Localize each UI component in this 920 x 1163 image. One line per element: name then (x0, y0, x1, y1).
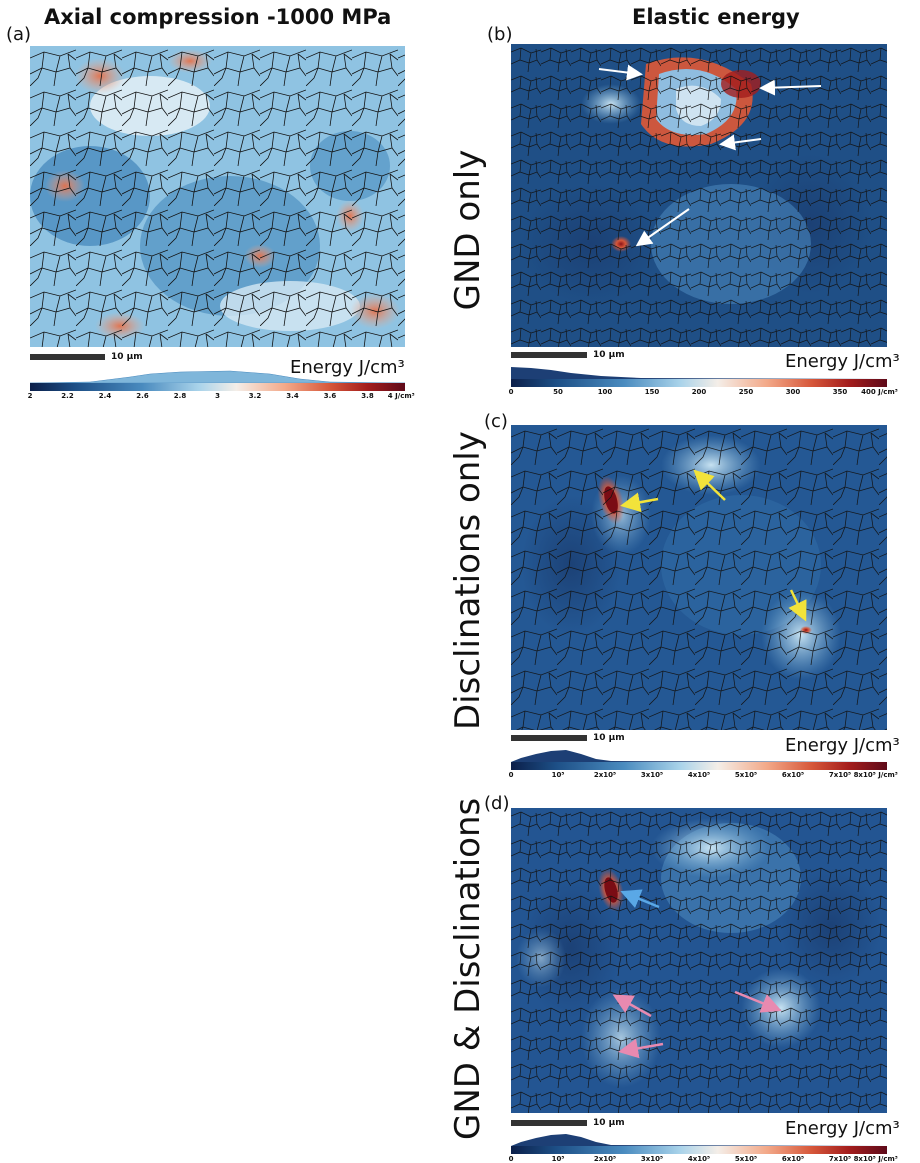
panel-d-scalebar (511, 1120, 587, 1126)
tick: 6x10⁵ (781, 1155, 805, 1163)
tick: 3 (215, 392, 220, 400)
tick: 3x10⁵ (640, 1155, 664, 1163)
panel-b-scalebar (511, 352, 587, 358)
tick: 2x10⁵ (593, 1155, 617, 1163)
panel-a-title: Axial compression -1000 MPa (44, 5, 392, 29)
tick: 8x10⁵ J/cm³ (853, 1155, 898, 1163)
tick: 10⁵ (551, 1155, 565, 1163)
panel-c-label: (c) (484, 411, 508, 432)
tick: 100 (597, 388, 613, 396)
panel-c-colorbar (511, 762, 887, 770)
tick: 400 J/cm³ (861, 388, 898, 396)
panel-c-energy-label: Energy J/cm³ (785, 735, 900, 756)
panel-d-histogram (511, 1134, 887, 1146)
elastic-energy-title: Elastic energy (632, 5, 800, 29)
panel-a-histogram (30, 370, 405, 383)
tick: 3.6 (323, 392, 337, 400)
panel-b-row-label: GND only (448, 149, 488, 311)
tick: 4x10⁵ (687, 1155, 711, 1163)
panel-c-energy-map (511, 425, 887, 730)
tick: 6x10⁵ (781, 771, 805, 779)
panel-d-colorbar-ticks: 0 10⁵ 2x10⁵ 3x10⁵ 4x10⁵ 5x10⁵ 6x10⁵ 7x10… (508, 1155, 898, 1163)
tick: 7x10⁵ (828, 1155, 852, 1163)
tick: 300 (785, 388, 801, 396)
panel-b-colorbar (511, 379, 887, 387)
panel-a-scalebar-label: 10 μm (111, 352, 143, 362)
panel-b-colorbar-ticks: 0 50 100 150 200 250 300 350 400 J/cm³ (508, 388, 898, 398)
panel-a-colorbar (30, 383, 405, 391)
panel-c-histogram (511, 750, 887, 762)
tick: 3.4 (286, 392, 299, 400)
panel-d-label: (d) (484, 793, 510, 814)
tick: 2.4 (98, 392, 112, 400)
panel-b-scalebar-label: 10 μm (593, 350, 625, 360)
panel-b-label: (b) (487, 24, 513, 45)
tick: 2.6 (136, 392, 149, 400)
tick: 250 (738, 388, 754, 396)
tick: 0 (508, 1155, 514, 1163)
tick: 2.8 (173, 392, 187, 400)
panel-c-colorbar-ticks: 0 10⁵ 2x10⁵ 3x10⁵ 4x10⁵ 5x10⁵ 6x10⁵ 7x10… (508, 771, 898, 781)
tick: 4x10⁵ (687, 771, 711, 779)
tick: 2x10⁵ (593, 771, 617, 779)
panel-a-colorbar-ticks: 2 2.2 2.4 2.6 2.8 3 3.2 3.4 3.6 3.8 4 J/… (27, 392, 415, 402)
panel-a-label: (a) (6, 24, 32, 45)
tick: 2 (27, 392, 33, 400)
tick: 150 (644, 388, 660, 396)
tick: 4 J/cm³ (387, 392, 415, 400)
panel-c-scalebar (511, 735, 587, 741)
tick: 2.2 (61, 392, 74, 400)
panel-d-scalebar-label: 10 μm (593, 1118, 625, 1128)
panel-d-row-label: GND & Disclinations (448, 797, 488, 1140)
tick: 3.2 (248, 392, 262, 400)
tick: 7x10⁵ (828, 771, 852, 779)
panel-c-row-label: Disclinations only (448, 431, 488, 730)
panel-d-energy-label: Energy J/cm³ (785, 1118, 900, 1139)
panel-a-scalebar (30, 354, 105, 360)
panel-c-scalebar-label: 10 μm (593, 733, 625, 743)
panel-b-histogram (511, 367, 887, 379)
panel-b-energy-map (511, 44, 887, 347)
tick: 350 (832, 388, 848, 396)
panel-a-energy-map (30, 46, 405, 347)
panel-a-energy-label: Energy J/cm³ (290, 357, 405, 378)
tick: 0 (508, 771, 514, 779)
tick: 3x10⁵ (640, 771, 664, 779)
panel-b-energy-label: Energy J/cm³ (785, 351, 900, 372)
panel-d-energy-map (511, 808, 887, 1113)
tick: 3.8 (361, 392, 374, 400)
tick: 8x10⁵ J/cm³ (853, 771, 898, 779)
tick: 0 (508, 388, 514, 396)
tick: 200 (691, 388, 707, 396)
tick: 50 (553, 388, 563, 396)
tick: 10⁵ (551, 771, 565, 779)
tick: 5x10⁵ (734, 1155, 758, 1163)
panel-d-colorbar (511, 1146, 887, 1154)
tick: 5x10⁵ (734, 771, 758, 779)
